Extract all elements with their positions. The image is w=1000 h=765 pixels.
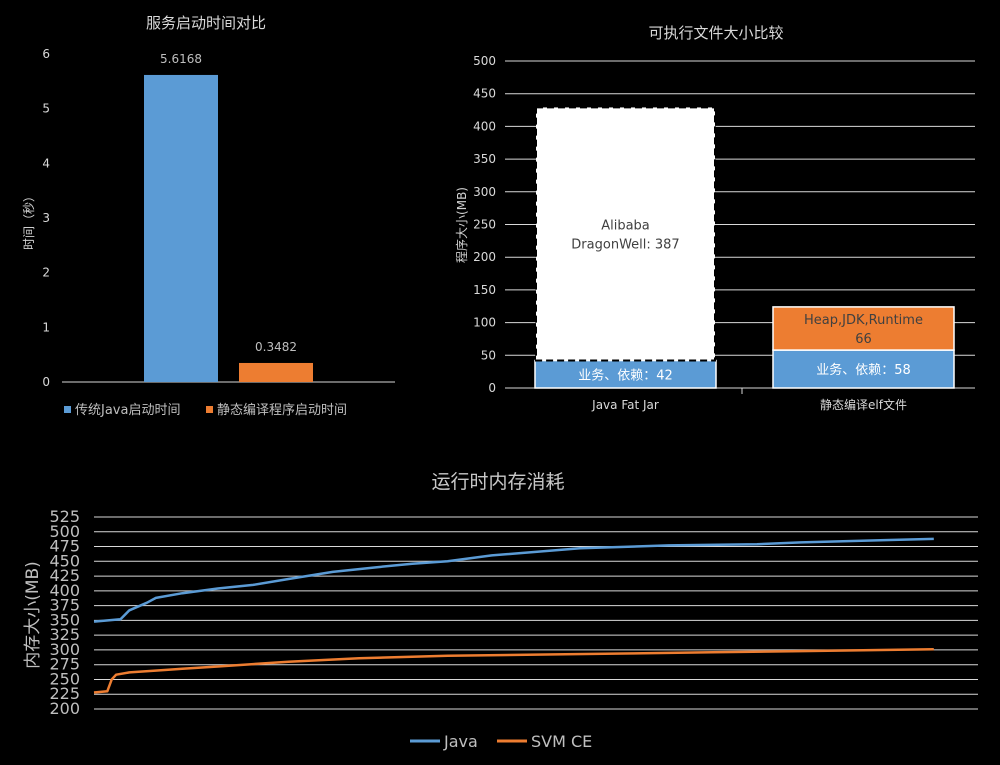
- chart2-bar-segment: [534, 359, 717, 389]
- chart3-ytick: 250: [49, 669, 80, 688]
- chart1-data-labels: 5.6168 0.3482: [160, 52, 297, 354]
- chart3-y-ticks: 2002252502753003253503754004254504755005…: [49, 507, 80, 718]
- chart2-segment-label: 66: [855, 332, 872, 347]
- chart3-gridlines: [94, 516, 978, 710]
- chart2-category-label: Java Fat Jar: [591, 398, 659, 412]
- chart1-ytick: 3: [42, 211, 50, 225]
- chart2-title: 可执行文件大小比较: [648, 24, 783, 42]
- chart3-ytick: 275: [49, 655, 80, 674]
- chart1-ylabel: 时间（秒）: [22, 190, 36, 250]
- chart2-ytick: 350: [473, 152, 496, 166]
- chart2-segment-label: 业务、依赖：58: [816, 362, 911, 378]
- chart1-bars: [144, 74, 313, 382]
- chart3-ytick: 225: [49, 684, 80, 703]
- chart2-segment-label: DragonWell: 387: [571, 237, 679, 252]
- chart1-data-label: 0.3482: [255, 340, 297, 354]
- chart1-ytick: 1: [42, 320, 50, 334]
- chart2-ytick: 300: [473, 185, 496, 199]
- chart2-segment-label: Heap,JDK,Runtime: [804, 313, 923, 328]
- chart2-bar-segment: [772, 306, 955, 351]
- chart2-segment-label: Alibaba: [601, 218, 650, 233]
- chart2-ytick: 50: [481, 348, 496, 362]
- chart2-categories: Java Fat Jar 静态编译elf文件: [591, 397, 907, 412]
- chart3-ytick: 500: [49, 522, 80, 541]
- chart3-series-line: [93, 648, 934, 694]
- chart3-ytick: 425: [49, 566, 80, 585]
- chart1-ytick: 5: [42, 102, 50, 116]
- chart2-ytick: 500: [473, 54, 496, 68]
- chart3-ytick: 350: [49, 610, 80, 629]
- chart1-legend-swatch: [206, 406, 213, 413]
- chart1-bar: [144, 74, 218, 382]
- chart1-ytick: 0: [42, 375, 50, 389]
- chart1-y-ticks: 0 1 2 3 4 5 6: [42, 47, 50, 389]
- chart3-series-lines: [93, 537, 934, 694]
- chart1-ytick: 6: [42, 47, 50, 61]
- startup-time-chart: 服务启动时间对比 时间（秒） 0 1 2 3 4 5 6 5.6168 0.3482 传统Ja…: [22, 14, 395, 418]
- chart3-series-line: [93, 537, 934, 623]
- chart2-ytick: 400: [473, 119, 496, 133]
- chart1-legend: 传统Java启动时间 静态编译程序启动时间: [64, 403, 347, 418]
- chart1-ytick: 2: [42, 266, 50, 280]
- chart1-bar: [239, 362, 313, 382]
- chart3-ytick: 450: [49, 551, 80, 570]
- chart3-ytick: 200: [49, 699, 80, 718]
- chart2-stacked-bars: 业务、依赖：42 Alibaba DragonWell: 387 业务、依赖：58 He…: [534, 106, 955, 389]
- chart3-ytick: 525: [49, 507, 80, 526]
- chart3-ylabel: 内存大小(MB): [23, 561, 43, 669]
- chart2-ytick: 150: [473, 283, 496, 297]
- chart2-category-label: 静态编译elf文件: [820, 397, 907, 412]
- chart2-ytick: 450: [473, 87, 496, 101]
- chart3-ytick: 300: [49, 640, 80, 659]
- chart3-ytick: 325: [49, 625, 80, 644]
- chart3-legend-label: Java: [443, 732, 478, 751]
- runtime-memory-chart: 运行时内存消耗 内存大小(MB) 20022525027530032535037…: [23, 471, 978, 751]
- chart1-data-label: 5.6168: [160, 52, 202, 66]
- chart2-ytick: 250: [473, 218, 496, 232]
- chart1-legend-label: 静态编译程序启动时间: [217, 403, 347, 418]
- chart2-y-ticks: 0 50 100 150 200 250 300 350 400 450 500: [473, 54, 496, 395]
- chart1-title: 服务启动时间对比: [146, 14, 266, 32]
- chart3-legend: Java SVM CE: [410, 732, 592, 751]
- chart2-segment-label: 业务、依赖：42: [578, 367, 673, 383]
- chart1-legend-swatch: [64, 406, 71, 413]
- chart3-ytick: 375: [49, 596, 80, 615]
- chart2-ylabel: 程序大小(MB): [454, 187, 469, 263]
- chart1-legend-label: 传统Java启动时间: [75, 403, 180, 418]
- chart2-ytick: 200: [473, 250, 496, 264]
- chart2-bar-segment: [535, 106, 716, 362]
- binary-size-chart: 可执行文件大小比较 程序大小(MB) 0 50 100 150 200 250 300 350…: [454, 24, 975, 412]
- chart3-legend-label: SVM CE: [531, 732, 592, 751]
- chart2-ytick: 100: [473, 316, 496, 330]
- chart3-ytick: 400: [49, 581, 80, 600]
- chart2-ytick: 0: [488, 381, 496, 395]
- chart1-ytick: 4: [42, 156, 50, 170]
- chart3-ytick: 475: [49, 537, 80, 556]
- chart3-title: 运行时内存消耗: [431, 471, 564, 493]
